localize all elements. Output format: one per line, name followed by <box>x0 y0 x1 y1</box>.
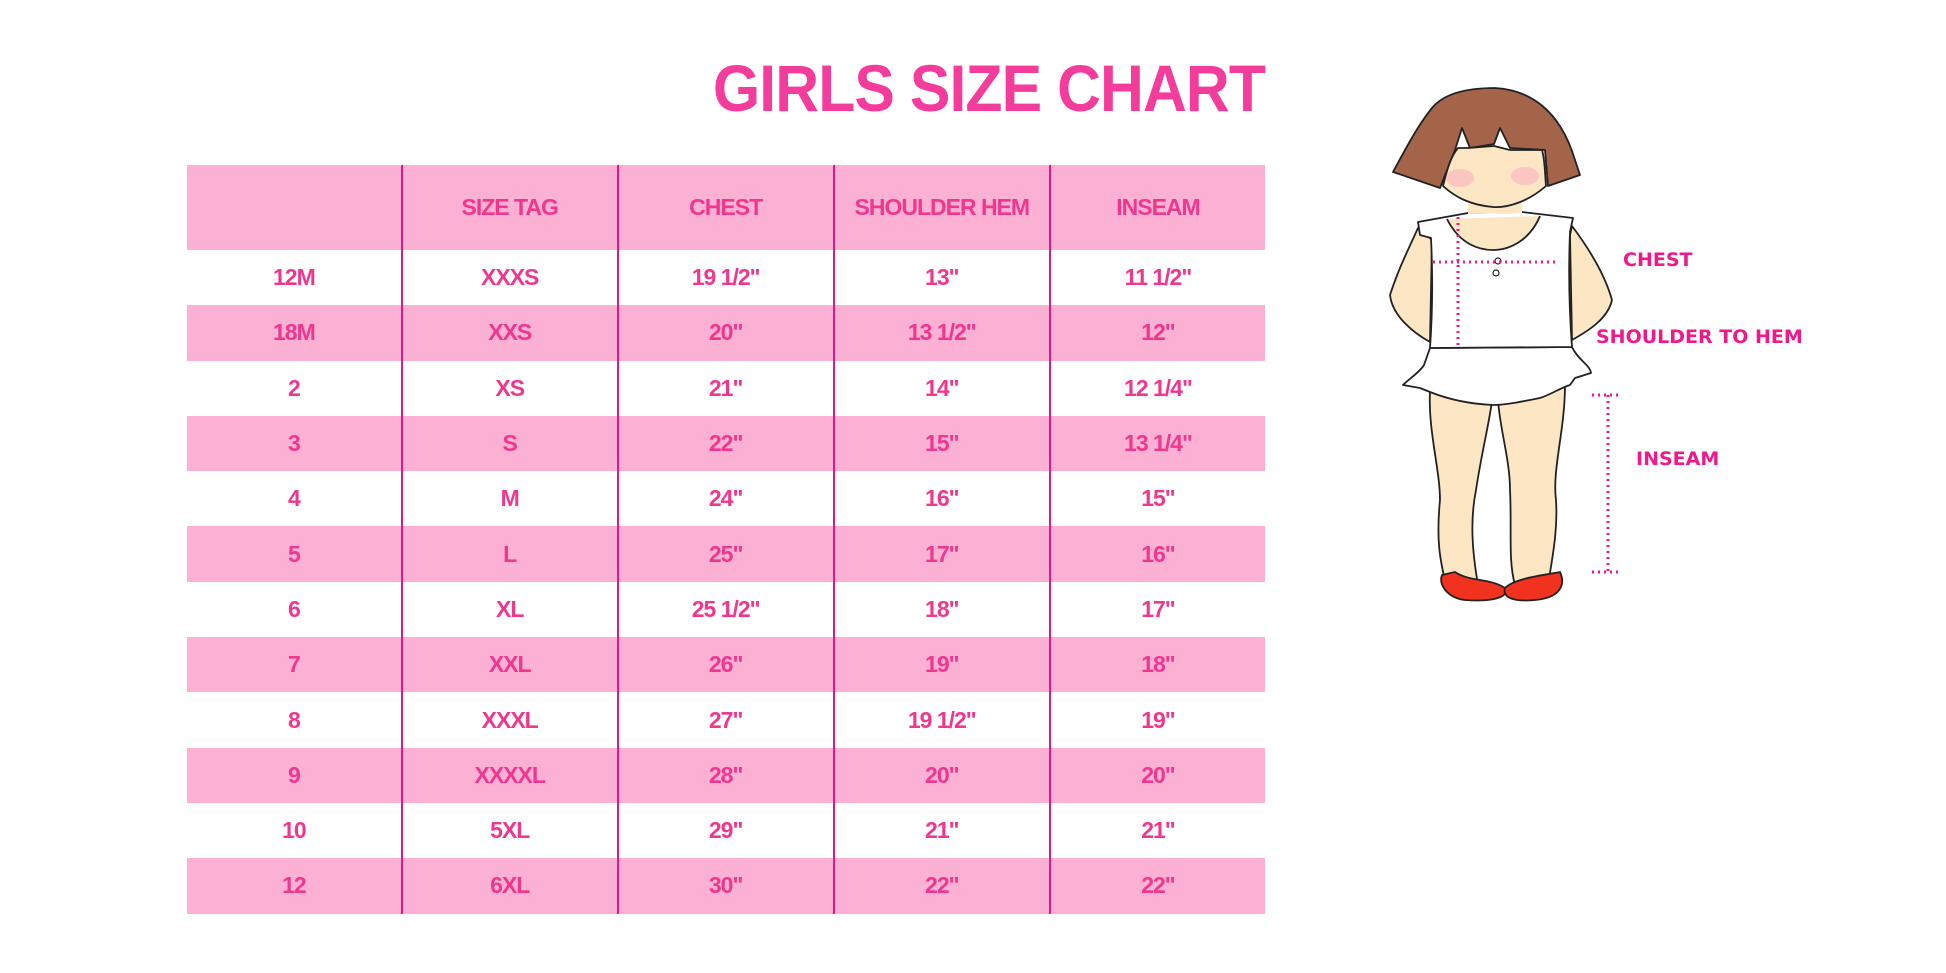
table-cell: 19" <box>832 637 1050 693</box>
table-cell: 4 <box>287 485 301 512</box>
column-header: SIZE TAG <box>400 165 618 250</box>
table-cell: 21" <box>832 802 1050 859</box>
table-cell: 8 <box>287 706 301 733</box>
table-cell: 16" <box>1048 526 1265 582</box>
table-cell: 20" <box>616 305 834 361</box>
table-header-row: SIZE TAG CHEST SHOULDER HEM INSEAM <box>187 165 1265 250</box>
table-cell: 19" <box>1048 692 1265 748</box>
table-cell: 15" <box>1048 471 1265 527</box>
table-row: 3 S 22" 15" 13 1/4" <box>187 415 1265 472</box>
size-table: SIZE TAG CHEST SHOULDER HEM INSEAM 12M XXXS 1… <box>187 165 1265 914</box>
table-cell: L <box>400 526 618 582</box>
left-shoe <box>1440 571 1507 602</box>
face <box>1442 145 1547 208</box>
table-cell: 3 <box>187 415 402 472</box>
inseam-label: INSEAM <box>1636 448 1720 470</box>
table-cell: 26" <box>616 637 834 693</box>
table-row: 7 XXL 26" 19" 18" <box>187 637 1265 693</box>
table-cell: 22" <box>1048 858 1265 914</box>
table-row: 18M XXS 20" 13 1/2" 12" <box>187 305 1265 361</box>
table-cell: XXXL <box>400 692 618 748</box>
skirt <box>1402 346 1592 406</box>
table-cell: 13 1/4" <box>1048 415 1265 472</box>
table-cell: 14" <box>832 360 1050 416</box>
table-cell: 25" <box>616 526 834 582</box>
table-cell: 12 <box>187 858 402 914</box>
left-arm <box>1389 227 1433 343</box>
table-cell: 12 1/4" <box>1048 360 1265 416</box>
table-cell: 18" <box>1048 637 1265 693</box>
table-row: 12M XXXS 19 1/2" 13" 11 1/2" <box>187 250 1265 306</box>
table-cell: 12" <box>1048 305 1265 361</box>
table-cell: 20" <box>832 747 1050 803</box>
table-cell: 7 <box>187 637 402 693</box>
shoulder-to-hem-label: SHOULDER TO HEM <box>1596 326 1803 348</box>
table-cell: 10 <box>282 817 307 844</box>
table-cell: 19 1/2" <box>832 692 1050 748</box>
table-cell: 27" <box>616 692 834 748</box>
table-cell: 2 <box>287 374 301 401</box>
table-cell: 19 1/2" <box>616 250 834 306</box>
table-cell: XXXXL <box>400 747 618 803</box>
table-cell: 25 1/2" <box>616 581 834 638</box>
table-cell: 11 1/2" <box>1048 250 1265 306</box>
table-cell: M <box>400 471 618 527</box>
column-header <box>187 165 402 250</box>
table-cell: 12M <box>272 264 316 291</box>
table-cell: 17" <box>832 526 1050 582</box>
table-cell: 16" <box>832 471 1050 527</box>
table-row: 2 XS 21" 14" 12 1/4" <box>187 360 1265 416</box>
table-cell: XXL <box>400 637 618 693</box>
table-cell: 30" <box>616 858 834 914</box>
table-cell: 21" <box>616 360 834 416</box>
table-cell: 28" <box>616 747 834 803</box>
table-cell: 20" <box>1048 747 1265 803</box>
table-cell: 24" <box>616 471 834 527</box>
table-cell: 22" <box>616 415 834 472</box>
chest-label: CHEST <box>1623 249 1693 271</box>
table-cell: 6 <box>287 595 301 622</box>
right-arm <box>1569 225 1613 341</box>
table-row: 12 6XL 30" 22" 22" <box>187 858 1265 914</box>
left-leg <box>1428 391 1493 586</box>
right-leg <box>1497 384 1566 586</box>
column-header: CHEST <box>616 165 834 250</box>
table-cell: 22" <box>832 858 1050 914</box>
table-cell: 17" <box>1048 581 1265 638</box>
table-row: 4 M 24" 16" 15" <box>187 471 1265 527</box>
table-cell: 29" <box>616 802 834 859</box>
table-cell: XXXS <box>400 250 618 306</box>
page-title: GIRLS SIZE CHART <box>712 51 1266 125</box>
table-cell: S <box>400 415 618 472</box>
column-header: INSEAM <box>1048 165 1265 250</box>
table-row: 6 XL 25 1/2" 18" 17" <box>187 581 1265 638</box>
table-row: 8 XXXL 27" 19 1/2" 19" <box>187 692 1265 748</box>
table-cell: 13" <box>832 250 1050 306</box>
table-cell: 15" <box>832 415 1050 472</box>
table-row: 9 XXXXL 28" 20" 20" <box>187 747 1265 803</box>
table-cell: 18" <box>832 581 1050 638</box>
table-cell: XS <box>400 360 618 416</box>
table-row: 10 5XL 29" 21" 21" <box>187 802 1265 859</box>
table-cell: XXS <box>400 305 618 361</box>
table-cell: 13 1/2" <box>832 305 1050 361</box>
table-cell: 6XL <box>400 858 618 914</box>
table-cell: 5 <box>187 526 402 582</box>
table-cell: 9 <box>187 747 402 803</box>
table-cell: 21" <box>1048 802 1265 859</box>
table-row: 5 L 25" 17" 16" <box>187 526 1265 582</box>
table-cell: 5XL <box>400 802 618 859</box>
right-shoe <box>1503 571 1564 602</box>
table-cell: 18M <box>187 305 402 361</box>
column-header: SHOULDER HEM <box>832 165 1050 250</box>
table-cell: XL <box>400 581 618 638</box>
